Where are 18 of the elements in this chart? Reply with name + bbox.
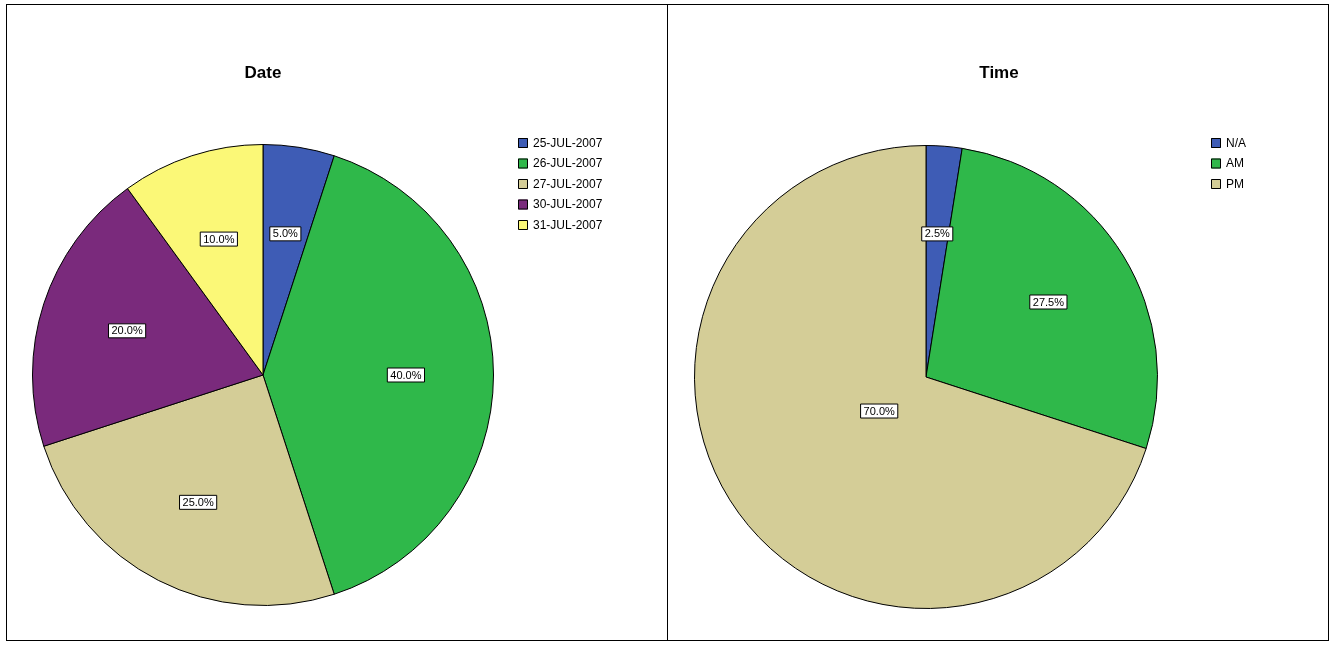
data-label: 40.0% xyxy=(390,368,422,381)
legend-label: PM xyxy=(1226,176,1244,191)
legend-label: 26-JUL-2007 xyxy=(533,156,603,171)
data-label: 20.0% xyxy=(111,324,143,337)
data-label: 70.0% xyxy=(863,404,895,417)
legend-label: 25-JUL-2007 xyxy=(533,135,603,150)
chart-title: Time xyxy=(979,62,1019,82)
chart-title: Date xyxy=(244,62,282,82)
data-label: 27.5% xyxy=(1032,295,1065,308)
legend-label: 30-JUL-2007 xyxy=(533,197,603,212)
legend-label: 31-JUL-2007 xyxy=(533,217,603,232)
data-label: 5.0% xyxy=(272,227,299,240)
data-label: 25.0% xyxy=(182,495,214,508)
legend-label: AM xyxy=(1226,156,1244,171)
legend-label: 27-JUL-2007 xyxy=(533,176,603,191)
data-label: 2.5% xyxy=(924,227,951,240)
legend-label: N/A xyxy=(1226,135,1247,150)
data-label: 10.0% xyxy=(203,232,235,245)
